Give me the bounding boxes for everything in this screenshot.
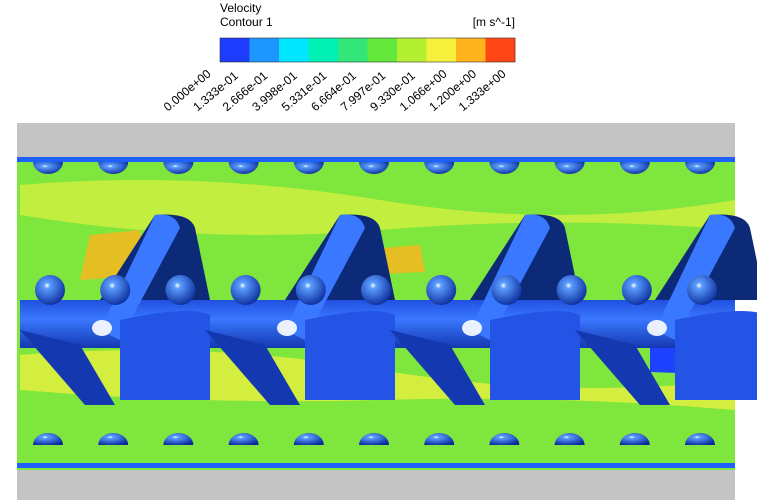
half-sphere: [554, 433, 585, 445]
color-swatch: [397, 38, 427, 62]
color-swatch: [426, 38, 457, 62]
legend-subtitle: Contour 1: [220, 15, 273, 29]
half-sphere: [163, 433, 194, 445]
half-sphere: [489, 433, 520, 445]
half-sphere: [685, 162, 715, 174]
wall-layer: [17, 463, 735, 468]
color-swatch: [279, 38, 309, 62]
color-swatch: [308, 38, 339, 62]
legend: Velocity Contour 1 [m s^-1] 0.000e+001.3…: [161, 1, 516, 114]
blade: [20, 330, 115, 405]
wall-bottom: [17, 468, 735, 500]
wall-layer: [17, 157, 735, 162]
half-sphere: [98, 162, 129, 174]
blade: [285, 214, 365, 340]
sphere: [491, 275, 522, 305]
color-swatch: [249, 38, 280, 62]
half-sphere: [359, 162, 389, 174]
color-swatch: [338, 38, 368, 62]
color-bar: [219, 37, 516, 63]
sphere: [100, 275, 131, 305]
half-sphere: [33, 433, 63, 445]
half-sphere: [489, 162, 520, 174]
half-sphere: [228, 162, 259, 174]
blade: [120, 311, 210, 400]
blade: [490, 311, 580, 400]
color-swatch: [220, 38, 250, 62]
legend-unit: [m s^-1]: [473, 15, 515, 29]
color-swatch: [485, 38, 516, 62]
half-sphere: [424, 433, 455, 445]
domain: [17, 123, 757, 500]
sphere: [230, 275, 261, 305]
wall-top: [17, 123, 735, 159]
blade: [675, 311, 757, 400]
half-sphere: [685, 433, 715, 445]
color-swatch: [367, 38, 398, 62]
half-sphere: [359, 433, 389, 445]
half-sphere: [424, 162, 455, 174]
blade: [305, 311, 395, 400]
legend-title: Velocity: [220, 1, 261, 15]
sphere: [621, 275, 652, 305]
spheres: [33, 162, 717, 445]
half-sphere: [554, 162, 585, 174]
highlight: [462, 320, 482, 336]
half-sphere: [98, 433, 129, 445]
color-swatch: [456, 38, 486, 62]
sphere: [165, 275, 196, 305]
sphere: [426, 275, 457, 305]
blade: [205, 330, 300, 405]
sphere: [35, 275, 65, 305]
sphere: [556, 275, 587, 305]
blade: [390, 330, 485, 405]
sphere: [361, 275, 391, 305]
highlight: [277, 320, 297, 336]
half-sphere: [619, 162, 650, 174]
half-sphere: [163, 162, 194, 174]
half-sphere: [228, 433, 259, 445]
half-sphere: [619, 433, 650, 445]
legend-ticks: 0.000e+001.333e-012.666e-013.998e-015.33…: [161, 66, 509, 114]
half-sphere: [293, 433, 324, 445]
highlight: [92, 320, 112, 336]
color-bar-frame: [219, 37, 516, 63]
blade: [100, 214, 180, 340]
highlight: [647, 320, 667, 336]
blade: [575, 330, 670, 405]
sphere: [295, 275, 326, 305]
half-sphere: [33, 162, 63, 174]
half-sphere: [293, 162, 324, 174]
sphere: [687, 275, 717, 305]
